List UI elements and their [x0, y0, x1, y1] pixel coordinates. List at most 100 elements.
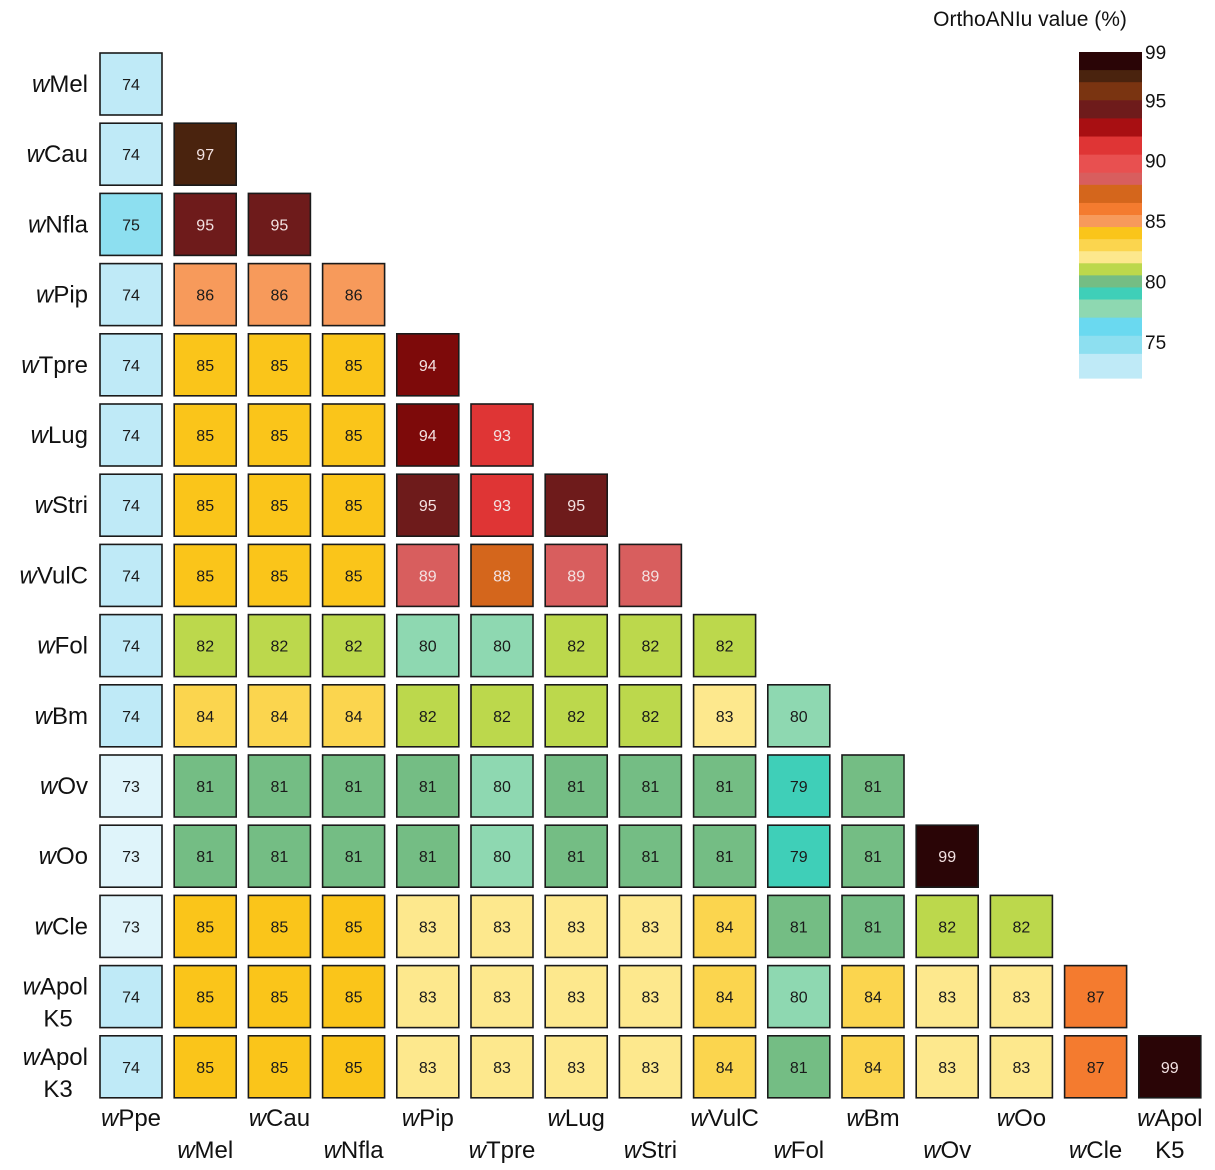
heatmap-cell-fill	[173, 403, 237, 467]
row-label-prefix: w	[23, 1044, 42, 1071]
heatmap-cell-value: 94	[419, 358, 437, 375]
row-label: wPip	[36, 282, 88, 309]
column-label-prefix: w	[997, 1105, 1016, 1132]
row-label-prefix: w	[35, 913, 54, 940]
heatmap-cell-fill	[395, 332, 460, 397]
heatmap-cell-fill	[618, 683, 683, 748]
heatmap-cell-fill	[618, 1035, 683, 1099]
heatmap-cell-value: 85	[271, 919, 289, 936]
column-label: wFol	[773, 1137, 824, 1164]
heatmap-cell-fill	[544, 473, 609, 538]
heatmap-cell: 81	[544, 824, 609, 889]
row-label-name: Apol	[40, 1044, 88, 1071]
row-label-name: Ov	[57, 773, 88, 800]
heatmap-cell-fill	[99, 122, 163, 186]
heatmap-cell: 80	[766, 683, 831, 748]
heatmap-cell: 81	[321, 824, 386, 889]
heatmap-cell-fill	[766, 683, 831, 748]
heatmap-cell-value: 83	[642, 919, 660, 936]
heatmap-cell-fill	[692, 613, 757, 678]
heatmap-cell-value: 81	[642, 849, 660, 866]
heatmap-cell: 85	[247, 894, 312, 959]
heatmap-cell: 80	[470, 824, 534, 889]
heatmap-cell-fill	[99, 52, 163, 116]
row-label: wCau	[27, 141, 88, 168]
heatmap-cell-value: 89	[642, 568, 660, 585]
heatmap-cell-value: 79	[790, 779, 808, 796]
row-label-name: Bm	[52, 703, 88, 730]
row-label: wCle	[35, 913, 88, 940]
heatmap-cell: 95	[395, 473, 460, 538]
row-label-prefix: w	[35, 703, 54, 730]
heatmap-cell: 94	[395, 332, 460, 397]
heatmap-cell-value: 74	[122, 147, 140, 164]
heatmap-cell-fill	[321, 964, 386, 1029]
heatmap-cell: 74	[99, 1035, 163, 1099]
colorbar-tick-label: 99	[1145, 43, 1166, 64]
colorbar-ticks: 99 95 90 85 80 75	[1145, 43, 1166, 354]
colorbar-legend: OrthoANIu value (%) 99 95 90 85 80 75	[933, 8, 1166, 379]
row-label-line2: K3	[43, 1076, 72, 1103]
heatmap-cell: 99	[1138, 1035, 1202, 1099]
colorbar-segment	[1079, 82, 1142, 101]
heatmap-cell-fill	[321, 894, 386, 959]
column-label: wVulC	[690, 1105, 758, 1132]
heatmap-cell-fill	[247, 894, 312, 959]
heatmap-cell-fill	[247, 1035, 312, 1099]
heatmap-cell-fill	[173, 543, 237, 608]
heatmap-cell-value: 73	[122, 779, 140, 796]
heatmap-cell-value: 99	[938, 849, 956, 866]
row-labels: wMelwCauwNflawPipwTprewLugwStriwVulCwFol…	[20, 71, 89, 1103]
heatmap-cell-value: 85	[271, 990, 289, 1007]
heatmap-cell-fill	[321, 1035, 386, 1099]
row-label-prefix: w	[23, 974, 42, 1001]
heatmap-cell-fill	[321, 824, 386, 889]
heatmap-cell: 80	[395, 613, 460, 678]
row-label: wStri	[35, 492, 88, 519]
heatmap-cell-fill	[544, 754, 609, 818]
heatmap-cell: 82	[989, 894, 1054, 959]
heatmap-cell-fill	[173, 683, 237, 748]
heatmap-cell: 89	[395, 543, 460, 608]
heatmap-cell-value: 81	[716, 849, 734, 866]
column-label: wOv	[923, 1137, 971, 1164]
column-label-prefix: w	[690, 1105, 709, 1132]
row-label-name: Stri	[52, 492, 88, 519]
heatmap-cell-value: 85	[196, 990, 214, 1007]
heatmap-cell: 83	[989, 1035, 1054, 1099]
column-label: wCle	[1069, 1137, 1122, 1164]
heatmap-cell-fill	[247, 403, 312, 467]
column-label-name: VulC	[708, 1105, 759, 1132]
heatmap-cell-fill	[544, 824, 609, 889]
heatmap-cell-fill	[841, 754, 905, 818]
heatmap-cell-value: 74	[122, 77, 140, 94]
heatmap-cell-value: 84	[345, 709, 363, 726]
heatmap-cell-fill	[692, 1035, 757, 1099]
heatmap-cell-fill	[321, 754, 386, 818]
row-label: wBm	[35, 703, 88, 730]
heatmap-cell-value: 86	[345, 288, 363, 305]
heatmap-cell-value: 81	[196, 849, 214, 866]
heatmap-cell-value: 74	[122, 358, 140, 375]
heatmap-cell-value: 86	[271, 288, 289, 305]
heatmap-cell-fill	[470, 964, 534, 1029]
heatmap-cell: 74	[99, 543, 163, 608]
heatmap-cell-value: 79	[790, 849, 808, 866]
column-label-prefix: w	[923, 1137, 942, 1164]
heatmap-cell: 81	[618, 754, 683, 818]
heatmap-cell: 73	[99, 824, 163, 889]
heatmap-cell: 85	[173, 964, 237, 1029]
heatmap-cell-value: 83	[1013, 990, 1031, 1007]
heatmap-cell-value: 82	[567, 639, 585, 656]
heatmap-cell: 99	[915, 824, 980, 889]
heatmap-cell-fill	[247, 192, 312, 257]
heatmap-cell: 74	[99, 403, 163, 467]
heatmap-cell: 74	[99, 262, 163, 327]
column-label-name: Ppe	[118, 1105, 161, 1132]
heatmap-cell: 85	[321, 964, 386, 1029]
heatmap-cell-fill	[395, 683, 460, 748]
colorbar-segment	[1079, 100, 1142, 120]
colorbar-segment	[1079, 239, 1142, 252]
heatmap-cell: 82	[692, 613, 757, 678]
heatmap-cell-value: 84	[864, 1060, 882, 1077]
